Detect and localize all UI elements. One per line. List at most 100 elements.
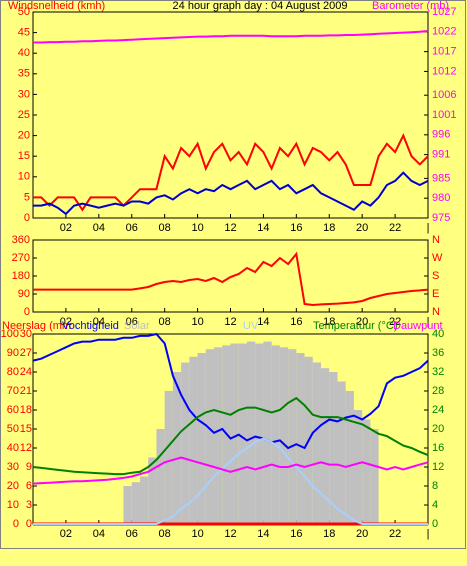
solar-bar — [164, 391, 173, 524]
x-tick-label: 02 — [60, 316, 72, 328]
solar-bar — [296, 353, 305, 524]
series-line — [33, 133, 429, 212]
series-line — [33, 171, 429, 216]
series-line — [33, 437, 428, 525]
solar-bar — [139, 476, 149, 524]
y-tick-label: 50 — [18, 6, 30, 18]
x-tick-label: 20 — [356, 528, 368, 540]
y-axis-label: Windsnelheid (kmh) — [8, 0, 105, 12]
y2-tick-label: W — [432, 252, 443, 264]
y2-tick-label: 1006 — [432, 89, 456, 101]
y3-tick-label: 21 — [20, 385, 32, 397]
y3-tick-label: 18 — [20, 404, 32, 416]
x-tick-label: 22 — [389, 222, 401, 234]
series-line — [32, 332, 429, 450]
y-tick-label: 20 — [18, 130, 30, 142]
x-tick-label: 04 — [93, 528, 105, 540]
y3-tick-label: 30 — [20, 328, 32, 340]
series-label: Dauwpunt — [393, 320, 443, 332]
solar-bar — [321, 368, 330, 524]
solar-bar — [131, 482, 140, 524]
series-label: Vochtigheid — [62, 320, 119, 332]
x-tick-label: 10 — [191, 316, 203, 328]
solar-bar — [156, 429, 165, 524]
solar-bar — [353, 410, 363, 524]
y-tick-label: 45 — [18, 27, 30, 39]
y3-tick-label: 6 — [26, 480, 32, 492]
x-tick-label: 14 — [257, 316, 269, 328]
y2-tick-label: 16 — [432, 442, 444, 454]
y-tick-label: 90 — [18, 288, 30, 300]
y-tick-label: 0 — [24, 306, 30, 318]
x-tick-label: 12 — [224, 222, 236, 234]
y2-tick-label: 1017 — [432, 46, 456, 58]
solar-bar — [197, 353, 206, 524]
x-tick-label: 06 — [126, 316, 138, 328]
y3-tick-label: 12 — [20, 442, 32, 454]
solar-bar — [337, 381, 346, 524]
y2-tick-label: 985 — [432, 172, 450, 184]
solar-bar — [271, 345, 280, 524]
series-line — [32, 396, 429, 476]
solar-bar — [214, 347, 223, 524]
y-tick-label: 35 — [18, 68, 30, 80]
x-tick-label: 04 — [93, 222, 105, 234]
y2-tick-label: 991 — [432, 149, 450, 161]
y-tick-label: 5 — [24, 191, 30, 203]
y-tick-label: 15 — [18, 150, 30, 162]
series-label: Temperatuur (°C) — [313, 320, 397, 332]
x-tick-label: 14 — [257, 222, 269, 234]
y2-tick-label: 28 — [432, 385, 444, 397]
solar-bar — [370, 429, 379, 524]
solar-bar — [189, 356, 198, 524]
y2-tick-label: 0 — [432, 518, 438, 530]
solar-bar — [329, 372, 338, 524]
y-tick-label: 270 — [12, 252, 30, 264]
y2-tick-label: 1001 — [432, 109, 456, 121]
y2-tick-label: 40 — [432, 328, 444, 340]
y-tick-label: 0 — [24, 212, 30, 224]
x-tick-label: | — [427, 316, 430, 328]
x-tick-label: 06 — [126, 528, 138, 540]
y-tick-label: 40 — [7, 442, 19, 454]
y2-tick-label: N — [432, 306, 440, 318]
y2-tick-label: S — [432, 270, 439, 282]
x-tick-label: 04 — [93, 316, 105, 328]
y3-tick-label: 15 — [20, 423, 32, 435]
solar-bar — [345, 391, 354, 524]
x-tick-label: 06 — [126, 222, 138, 234]
y-tick-label: 360 — [12, 234, 30, 246]
x-tick-label: 18 — [323, 316, 335, 328]
y-tick-label: 30 — [7, 461, 19, 473]
solar-bar — [362, 419, 371, 524]
series-line — [32, 456, 429, 485]
y-tick-label: 0 — [13, 518, 19, 530]
y2-tick-label: 1012 — [432, 65, 456, 77]
series-label: UV — [243, 320, 259, 332]
y-tick-label: 60 — [7, 404, 19, 416]
y2-tick-label: 996 — [432, 129, 450, 141]
solar-bar — [312, 362, 322, 524]
solar-bar — [263, 341, 272, 524]
y-tick-label: 70 — [7, 385, 19, 397]
x-tick-label: 12 — [224, 316, 236, 328]
solar-bar — [279, 347, 289, 524]
y2-tick-label: 1027 — [432, 6, 456, 18]
x-tick-label: | — [427, 528, 430, 540]
x-tick-label: 22 — [389, 528, 401, 540]
y2-tick-label: 8 — [432, 480, 438, 492]
chart-title: 24 hour graph day : 04 August 2009 — [173, 0, 348, 12]
y2-tick-label: E — [432, 288, 439, 300]
y-tick-label: 80 — [7, 366, 19, 378]
solar-bar — [230, 343, 239, 524]
solar-bar — [123, 486, 132, 524]
y2-tick-label: 1022 — [432, 26, 456, 38]
x-tick-label: 16 — [290, 528, 302, 540]
solar-bar — [181, 362, 190, 524]
y2-axis-label: Barometer (mb) — [372, 0, 449, 12]
x-tick-label: 14 — [257, 528, 269, 540]
series-line — [33, 251, 429, 307]
y2-tick-label: 32 — [432, 366, 444, 378]
x-tick-label: 08 — [159, 316, 171, 328]
